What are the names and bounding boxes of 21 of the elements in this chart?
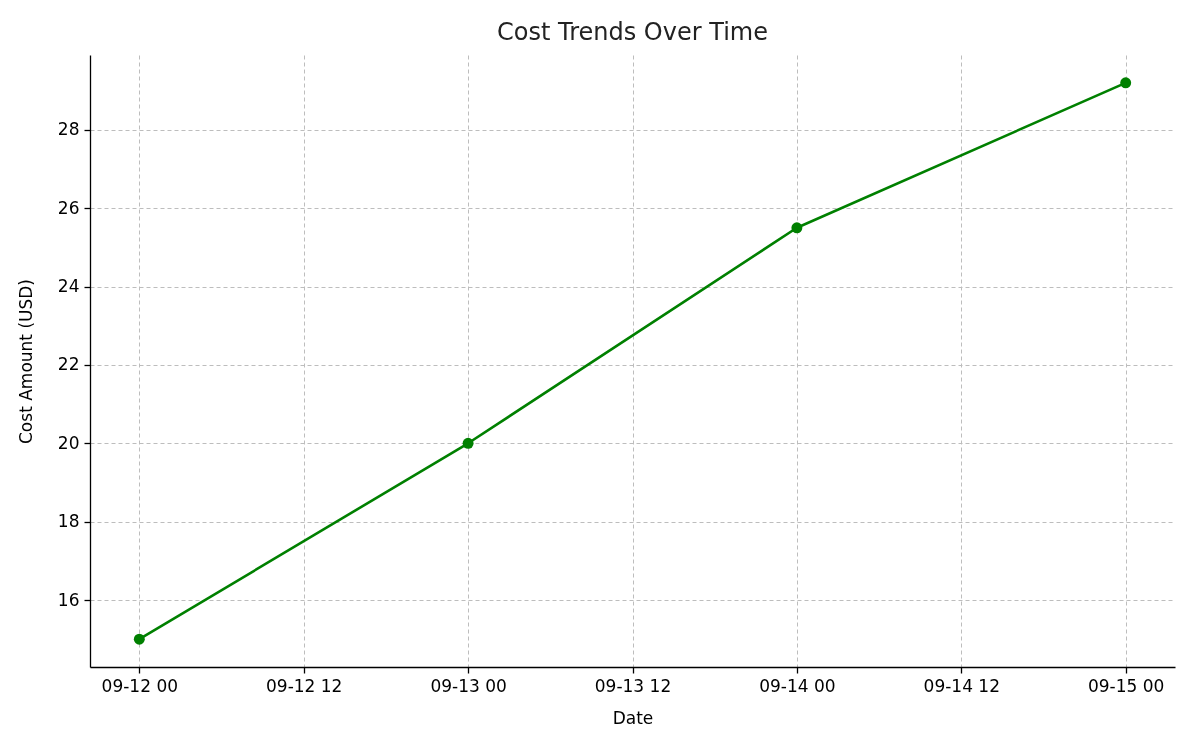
y-tick-label: 18: [57, 511, 80, 532]
y-axis-title: Cost Amount (USD): [15, 279, 36, 444]
y-tick-label: 22: [57, 354, 80, 375]
x-tick-label: 09-12 12: [265, 675, 343, 696]
x-tick-label: 09-14 00: [759, 675, 836, 696]
x-tick-label: 09-13 00: [430, 675, 507, 696]
x-tick-label: 09-15 00: [1087, 675, 1165, 696]
x-tick-label: 09-14 12: [923, 675, 1001, 696]
y-tick-label: 24: [57, 276, 80, 297]
x-tick-label: 09-12 00: [101, 675, 179, 696]
x-axis-title: Date: [612, 707, 654, 728]
point: [1120, 77, 1132, 89]
y-tick-label: 26: [57, 197, 80, 218]
point: [133, 633, 145, 645]
point: [462, 437, 474, 449]
y-tick-label: 20: [57, 432, 80, 453]
x-tick-label: 09-13 12: [594, 675, 672, 696]
y-tick-label: 28: [57, 119, 80, 140]
y-tick-label: 16: [57, 589, 80, 610]
point: [791, 222, 803, 234]
chart-title: Cost Trends Over Time: [497, 18, 768, 46]
